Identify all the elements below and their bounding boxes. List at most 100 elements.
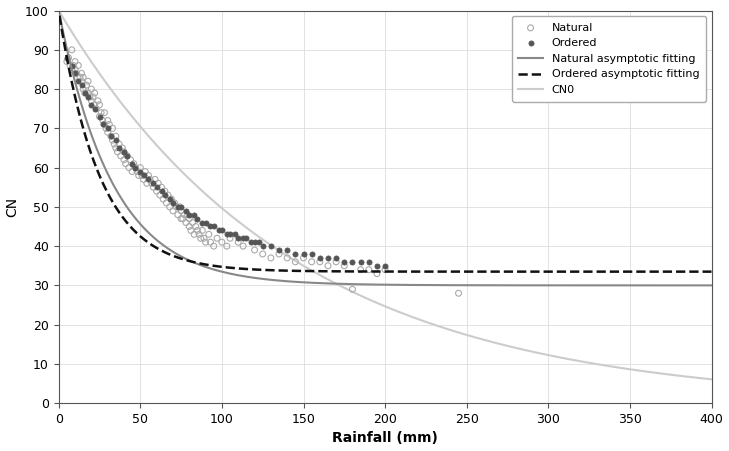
Natural bbox=[338, 262, 350, 269]
CN0 bbox=[355, 292, 364, 298]
Natural bbox=[125, 156, 136, 163]
Ordered asymptotic fitting bbox=[373, 269, 381, 274]
Natural bbox=[64, 62, 76, 69]
Natural bbox=[106, 137, 118, 144]
Natural bbox=[71, 70, 82, 77]
Natural bbox=[98, 109, 110, 116]
Natural bbox=[163, 192, 174, 199]
Ordered bbox=[363, 258, 375, 266]
Natural bbox=[159, 188, 171, 195]
Natural bbox=[177, 215, 189, 222]
Natural asymptotic fitting bbox=[373, 282, 381, 287]
Natural bbox=[136, 172, 148, 179]
Natural bbox=[139, 168, 151, 175]
Ordered bbox=[241, 235, 252, 242]
Ordered bbox=[130, 164, 141, 171]
Natural bbox=[85, 86, 97, 93]
Ordered bbox=[69, 70, 81, 77]
Natural bbox=[76, 78, 87, 85]
Natural bbox=[322, 262, 334, 269]
Natural bbox=[172, 211, 184, 218]
Natural asymptotic fitting bbox=[688, 283, 697, 288]
Natural bbox=[77, 86, 89, 93]
Natural bbox=[97, 117, 109, 124]
Natural bbox=[174, 203, 185, 211]
Ordered bbox=[93, 113, 105, 120]
Ordered bbox=[66, 62, 77, 69]
Natural bbox=[154, 192, 165, 199]
Natural bbox=[113, 140, 125, 147]
Natural bbox=[122, 152, 133, 160]
Ordered bbox=[113, 144, 125, 152]
Natural bbox=[203, 231, 214, 238]
Natural bbox=[152, 179, 164, 187]
Natural bbox=[216, 239, 227, 246]
Natural bbox=[92, 97, 104, 105]
CN0 bbox=[569, 357, 577, 363]
Ordered bbox=[122, 152, 133, 160]
Natural bbox=[180, 219, 192, 226]
Natural bbox=[66, 66, 77, 73]
Ordered bbox=[371, 262, 383, 269]
Ordered bbox=[159, 192, 171, 199]
Ordered bbox=[147, 179, 159, 187]
Ordered bbox=[355, 258, 367, 266]
Natural bbox=[82, 89, 94, 97]
Natural bbox=[233, 239, 244, 246]
Natural asymptotic fitting bbox=[55, 12, 64, 17]
Natural bbox=[82, 78, 94, 85]
Natural bbox=[81, 82, 93, 89]
Natural bbox=[117, 144, 128, 152]
Natural bbox=[130, 164, 141, 171]
Natural bbox=[160, 199, 172, 207]
Ordered bbox=[221, 231, 233, 238]
Natural bbox=[205, 239, 217, 246]
Ordered bbox=[164, 195, 176, 202]
Ordered bbox=[249, 239, 260, 246]
Natural bbox=[110, 144, 122, 152]
Ordered bbox=[254, 239, 265, 246]
Ordered bbox=[138, 172, 149, 179]
Y-axis label: CN: CN bbox=[6, 197, 20, 217]
Natural bbox=[118, 148, 130, 156]
Natural bbox=[453, 290, 464, 297]
Natural bbox=[225, 235, 236, 242]
Ordered bbox=[143, 176, 155, 183]
Line: CN0: CN0 bbox=[60, 12, 712, 379]
Ordered bbox=[297, 250, 309, 258]
Natural bbox=[93, 101, 105, 108]
Ordered bbox=[167, 199, 179, 207]
Ordered bbox=[265, 243, 277, 250]
Natural bbox=[146, 179, 157, 187]
Natural bbox=[168, 199, 180, 207]
Natural bbox=[289, 258, 301, 266]
Natural bbox=[156, 184, 168, 191]
Natural bbox=[131, 168, 143, 175]
Natural bbox=[200, 239, 211, 246]
Natural bbox=[100, 125, 112, 132]
Natural bbox=[112, 148, 123, 156]
Natural bbox=[273, 250, 285, 258]
Natural bbox=[265, 254, 277, 262]
Natural bbox=[211, 235, 223, 242]
Natural bbox=[109, 140, 120, 147]
Ordered bbox=[175, 203, 187, 211]
Natural bbox=[165, 195, 177, 202]
Natural bbox=[190, 223, 202, 230]
Natural bbox=[104, 121, 115, 128]
Natural bbox=[198, 235, 210, 242]
Natural bbox=[306, 258, 318, 266]
Natural bbox=[74, 74, 86, 81]
Natural bbox=[297, 254, 309, 262]
Ordered asymptotic fitting bbox=[688, 269, 697, 274]
Ordered bbox=[184, 211, 195, 218]
Natural bbox=[197, 227, 208, 234]
Natural bbox=[87, 93, 99, 101]
Ordered asymptotic fitting bbox=[569, 269, 577, 274]
Natural bbox=[257, 250, 268, 258]
Natural bbox=[98, 121, 110, 128]
Natural bbox=[141, 179, 152, 187]
Natural bbox=[185, 227, 197, 234]
Ordered asymptotic fitting bbox=[688, 269, 697, 274]
Natural bbox=[281, 254, 293, 262]
